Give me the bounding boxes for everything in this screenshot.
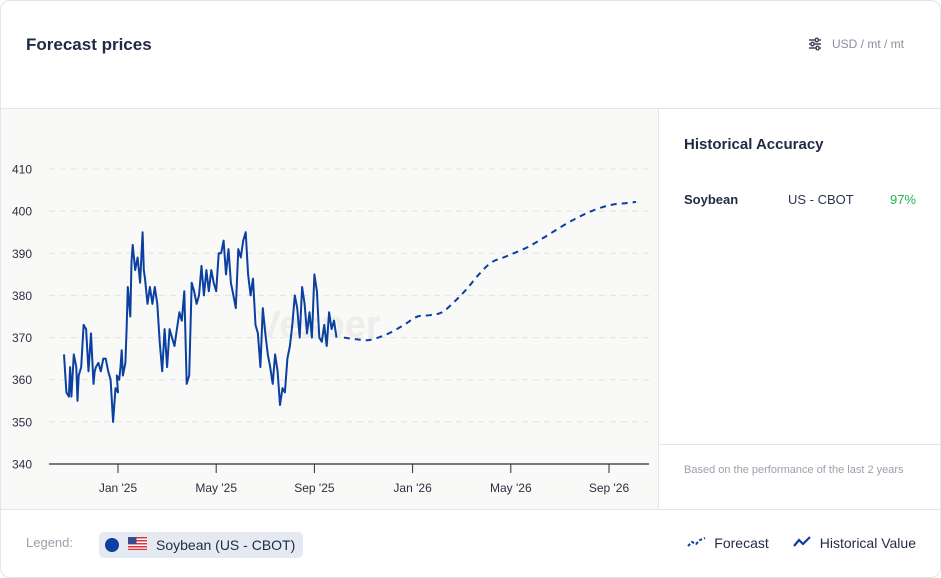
legend-bar: Legend: Soybean (US - CBOT) Forecast — [1, 509, 940, 577]
legend-historical: Historical Value — [792, 535, 916, 551]
legend-series-chip[interactable]: Soybean (US - CBOT) — [99, 532, 304, 558]
legend-label: Legend: — [26, 535, 73, 550]
legend-series-label: Soybean (US - CBOT) — [156, 537, 296, 553]
accuracy-exchange: US - CBOT — [788, 192, 854, 207]
x-tick-label: Jan '26 — [393, 481, 432, 495]
page-title: Forecast prices — [26, 35, 152, 54]
x-tick-label: Sep '26 — [589, 481, 630, 495]
accuracy-commodity: Soybean — [684, 192, 739, 207]
x-tick-label: Jan '25 — [99, 481, 138, 495]
sliders-icon — [808, 37, 822, 51]
x-tick-label: May '25 — [195, 481, 237, 495]
unit-selector[interactable]: USD / mt / mt — [808, 37, 904, 51]
legend-forecast: Forecast — [687, 535, 769, 551]
y-tick-label: 380 — [12, 289, 32, 303]
accuracy-footnote: Based on the performance of the last 2 y… — [684, 464, 904, 476]
accuracy-panel: Historical Accuracy Soybean US - CBOT 97… — [659, 109, 940, 509]
y-tick-label: 360 — [12, 373, 32, 387]
historical-line-icon — [792, 535, 812, 551]
accuracy-title: Historical Accuracy — [684, 136, 824, 153]
line-style-legend: Forecast Historical Value — [687, 535, 916, 551]
chart-panel: 340 350 360 370 380 390 400 410 Vesper Jan '25 M… — [1, 108, 659, 509]
us-flag-icon — [128, 537, 147, 553]
legend-forecast-label: Forecast — [714, 535, 769, 551]
series-color-dot — [105, 538, 119, 552]
forecast-series-line[interactable] — [343, 200, 637, 342]
accuracy-footnote-box: Based on the performance of the last 2 y… — [659, 444, 940, 510]
x-tick-label: Sep '25 — [294, 481, 335, 495]
forecast-line-icon — [687, 535, 706, 551]
y-tick-label: 340 — [12, 458, 32, 472]
historical-series-line[interactable] — [63, 231, 338, 423]
y-tick-label: 350 — [12, 415, 32, 429]
y-tick-label: 410 — [12, 163, 32, 177]
accuracy-value: 97% — [889, 192, 916, 207]
legend-historical-label: Historical Value — [819, 535, 916, 551]
y-tick-label: 390 — [12, 247, 32, 261]
card-header: Forecast prices USD / mt / mt — [1, 1, 940, 109]
unit-label: USD / mt / mt — [832, 37, 904, 51]
y-tick-label: 370 — [12, 331, 32, 345]
y-tick-label: 400 — [12, 205, 32, 219]
x-tick-label: May '26 — [490, 481, 532, 495]
